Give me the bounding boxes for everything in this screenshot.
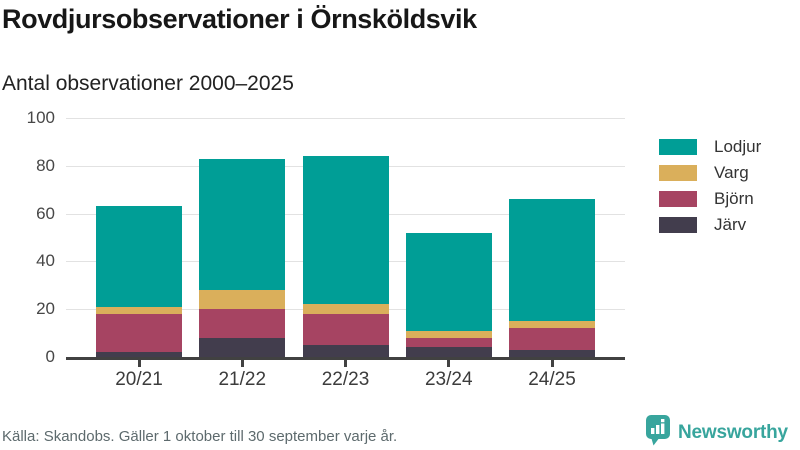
bar-segment-björn	[199, 309, 286, 338]
x-axis-label-21/22: 21/22	[218, 369, 267, 390]
bar-24/25	[509, 118, 595, 357]
bar-segment-järv	[199, 337, 286, 357]
bar-segment-järv	[509, 349, 595, 357]
bar-segment-varg	[302, 304, 389, 314]
chart-subtitle: Antal observationer 2000–2025	[2, 72, 294, 95]
legend-swatch-järv	[659, 217, 697, 233]
x-axis-label-23/24: 23/24	[424, 369, 473, 390]
bar-22/23	[302, 118, 389, 357]
bar-23/24	[405, 118, 492, 357]
bar-segment-björn	[302, 314, 389, 346]
source-note: Källa: Skandobs. Gäller 1 oktober till 3…	[2, 428, 398, 445]
x-axis-tick	[509, 360, 595, 367]
bar-segment-lodjur	[302, 156, 389, 305]
legend-item-järv: Järv	[659, 215, 761, 234]
legend-swatch-lodjur	[659, 139, 697, 155]
chart-plot	[66, 118, 625, 360]
bar-segment-lodjur	[405, 232, 492, 331]
newsworthy-bubble-icon	[646, 415, 670, 446]
y-axis-label: 0	[45, 347, 55, 366]
bar-segment-järv	[302, 345, 389, 357]
bar-segment-björn	[96, 314, 182, 353]
y-axis-label: 20	[36, 299, 55, 319]
x-axis-tick	[96, 360, 182, 367]
y-axis-label: 80	[36, 155, 55, 175]
bars-container	[66, 118, 625, 357]
legend-label-lodjur: Lodjur	[714, 137, 762, 156]
x-axis-tick	[199, 360, 285, 367]
x-axis-label-24/25: 24/25	[528, 369, 576, 390]
brand-name: Newsworthy	[678, 422, 788, 443]
y-axis-label: 40	[36, 251, 55, 271]
bar-segment-björn	[405, 337, 492, 348]
x-axis-labels: 20/21 21/22 22/23 23/24 24/25	[66, 369, 625, 391]
bar-segment-björn	[509, 328, 595, 350]
legend-label-björn: Björn	[714, 189, 754, 208]
x-axis-tick	[303, 360, 389, 367]
legend-item-lodjur: Lodjur	[659, 137, 762, 156]
y-axis-label: 100	[26, 108, 55, 127]
gridline-100	[66, 118, 625, 119]
legend-label-järv: Järv	[714, 215, 747, 234]
x-axis-label-22/23: 22/23	[321, 369, 370, 390]
bar-segment-lodjur	[199, 158, 286, 291]
bar-segment-varg	[509, 321, 595, 329]
legend-swatch-björn	[659, 191, 697, 207]
y-axis: 0 20 40 60 80 100	[0, 108, 55, 366]
bar-segment-lodjur	[509, 199, 595, 322]
bar-segment-varg	[405, 330, 492, 338]
bar-20/21	[96, 118, 182, 357]
legend-label-varg: Varg	[714, 163, 749, 182]
legend-item-varg: Varg	[659, 163, 761, 182]
x-axis-tick	[406, 360, 492, 367]
bar-segment-lodjur	[96, 206, 182, 307]
x-axis-label-20/21: 20/21	[115, 369, 163, 390]
bar-21/22	[199, 118, 286, 357]
legend-item-björn: Björn	[659, 189, 761, 208]
bar-segment-järv	[96, 352, 182, 357]
legend-swatch-varg	[659, 165, 697, 181]
legend: Lodjur Varg Björn Järv	[659, 137, 762, 243]
bar-segment-varg	[96, 306, 182, 314]
page-title: Rovdjursobservationer i Örnsköldsvik	[2, 4, 477, 34]
bar-segment-järv	[405, 347, 492, 357]
newsworthy-logo[interactable]: Newsworthy	[646, 415, 788, 446]
x-axis-ticks	[66, 360, 625, 367]
y-axis-label: 60	[36, 203, 55, 223]
bar-segment-varg	[199, 290, 286, 310]
